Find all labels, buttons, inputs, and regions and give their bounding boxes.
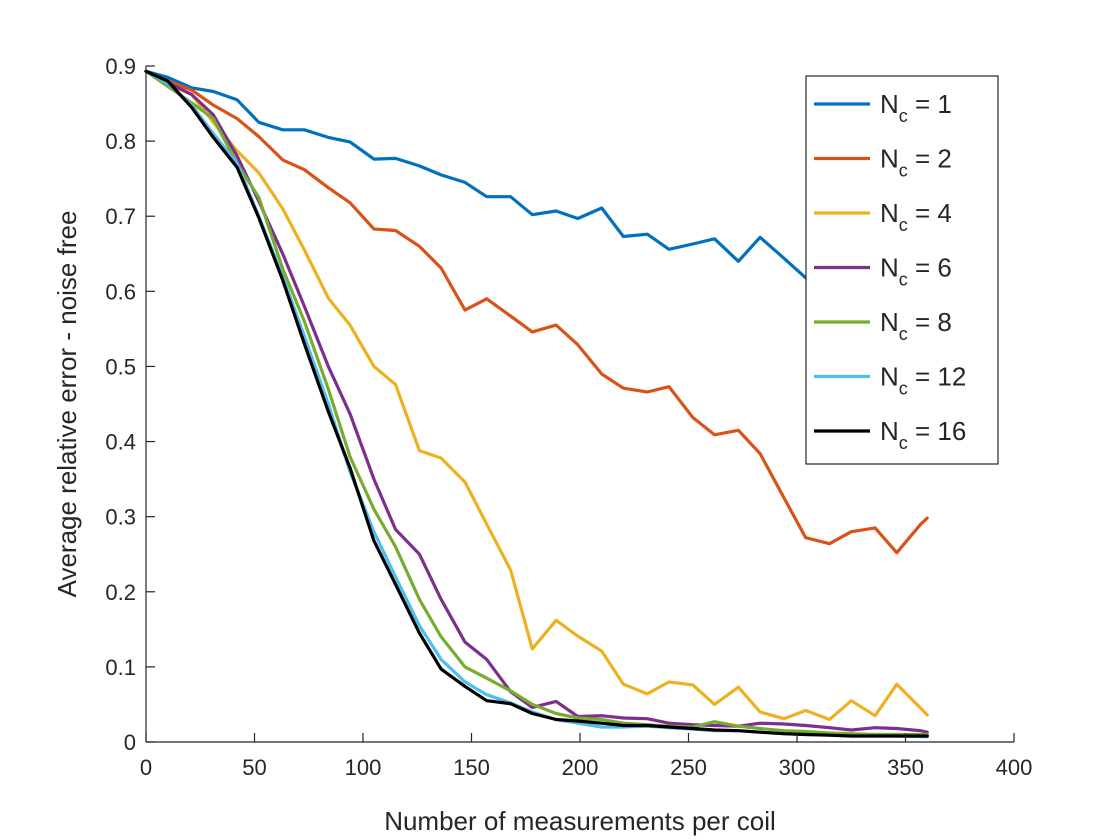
legend-label: Nc = 2 <box>880 144 952 181</box>
legend-box <box>805 75 999 465</box>
y-tick-label: 0.4 <box>105 430 136 455</box>
x-axis-label: Number of measurements per coil <box>384 806 776 836</box>
x-tick-label: 50 <box>242 755 266 780</box>
x-tick-label: 250 <box>670 755 707 780</box>
y-axis-label: Average relative error - noise free <box>52 211 82 598</box>
y-tick-label: 0.3 <box>105 505 136 530</box>
y-tick-label: 0.1 <box>105 655 136 680</box>
legend-label: Nc = 8 <box>880 307 952 344</box>
series-line-4 <box>144 69 929 734</box>
legend-label: Nc = 16 <box>880 416 966 453</box>
x-tick-label: 400 <box>996 755 1033 780</box>
legend-label: Nc = 4 <box>880 198 952 235</box>
x-tick-label: 200 <box>562 755 599 780</box>
legend-label: Nc = 6 <box>880 253 952 290</box>
x-tick-label: 0 <box>140 755 152 780</box>
legend: Nc = 1 Nc = 2 Nc = 4 Nc = 6 Nc = 8 Nc = 12 Nc … <box>805 75 999 465</box>
y-tick-label: 0.5 <box>105 354 136 379</box>
series-line-2 <box>144 69 929 555</box>
y-tick-label: 0.7 <box>105 204 136 229</box>
legend-label: Nc = 1 <box>880 89 952 126</box>
y-tick-label: 0.8 <box>105 129 136 154</box>
y-tick-label: 0.9 <box>105 54 136 79</box>
legend-label: Nc = 12 <box>880 362 966 399</box>
x-tick-label: 350 <box>887 755 924 780</box>
series-line-7 <box>144 69 929 738</box>
series-lines-layer <box>144 69 929 739</box>
y-tick-label: 0.2 <box>105 580 136 605</box>
y-tick-label: 0.6 <box>105 279 136 304</box>
y-tick-label: 0 <box>124 730 136 755</box>
series-line-5 <box>144 69 929 737</box>
x-tick-label: 100 <box>345 755 382 780</box>
x-tick-label: 300 <box>779 755 816 780</box>
axes-layer: 0 50 100 150 200 250 300 350 400 0 0.1 0.2 0.3 0.4 0.5… <box>105 54 1032 780</box>
x-tick-label: 150 <box>453 755 490 780</box>
series-line-3 <box>144 69 929 722</box>
